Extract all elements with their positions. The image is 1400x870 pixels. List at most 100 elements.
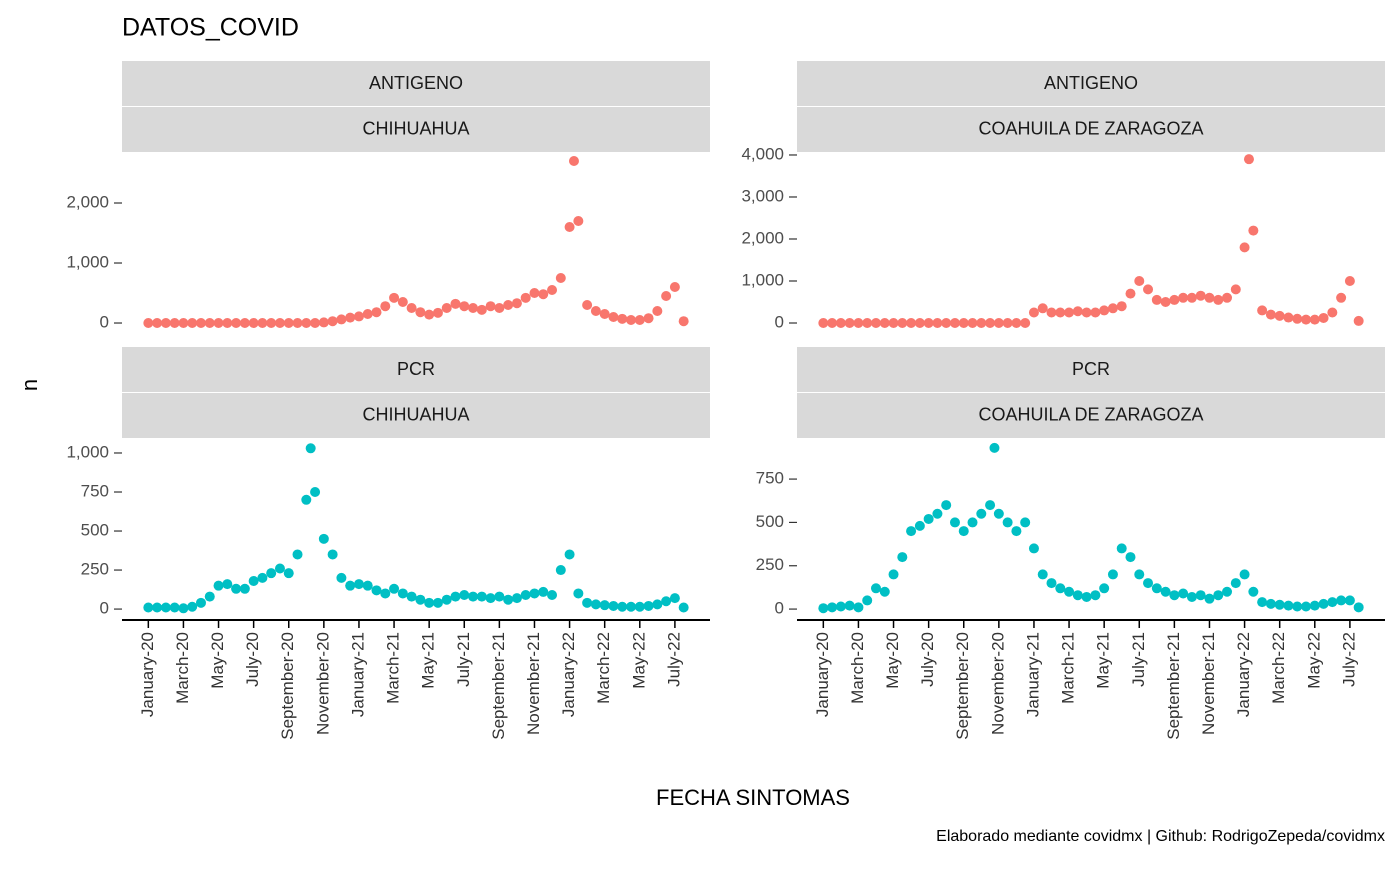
point: [1072, 590, 1083, 601]
point: [617, 313, 628, 324]
point: [1195, 290, 1206, 301]
point: [239, 583, 250, 594]
x-tick-label: July-21: [454, 632, 473, 687]
x-tick-label: July-22: [664, 632, 683, 687]
point: [1336, 292, 1347, 303]
point: [204, 591, 215, 602]
point: [634, 601, 645, 612]
point: [1274, 599, 1285, 610]
point: [459, 301, 470, 312]
point: [1160, 297, 1171, 308]
point: [870, 318, 881, 329]
point: [503, 300, 514, 311]
y-tick-label: 250: [756, 555, 784, 574]
point: [818, 318, 829, 329]
point: [494, 303, 505, 314]
point: [160, 318, 171, 329]
point: [1169, 294, 1180, 305]
point: [1243, 154, 1254, 165]
y-tick-label: 3,000: [741, 186, 784, 205]
point: [178, 603, 189, 614]
point: [1309, 600, 1320, 611]
point: [555, 273, 566, 284]
point: [327, 549, 338, 560]
point: [564, 222, 575, 233]
point: [292, 318, 303, 329]
point: [1072, 306, 1083, 317]
x-tick-label: January-20: [813, 632, 832, 717]
point: [1353, 315, 1364, 326]
point: [1204, 292, 1215, 303]
point: [169, 602, 180, 613]
point: [415, 594, 426, 605]
point: [187, 318, 198, 329]
point: [485, 593, 496, 604]
point: [1230, 284, 1241, 295]
point: [1125, 552, 1136, 563]
point: [958, 526, 969, 537]
point: [958, 318, 969, 329]
point: [853, 318, 864, 329]
point: [949, 517, 960, 528]
point: [397, 297, 408, 308]
point: [626, 601, 637, 612]
point: [985, 318, 996, 329]
point: [862, 595, 873, 606]
point: [432, 307, 443, 318]
point: [1318, 312, 1329, 323]
point: [643, 313, 654, 324]
point: [178, 318, 189, 329]
point: [1186, 292, 1197, 303]
point: [608, 600, 619, 611]
point: [362, 309, 373, 320]
point: [529, 288, 540, 299]
point: [897, 552, 908, 563]
point: [257, 572, 268, 583]
y-tick-label: 500: [81, 521, 109, 540]
point: [879, 586, 890, 597]
point: [1116, 543, 1127, 554]
point: [143, 602, 154, 613]
x-tick-label: May-20: [208, 632, 227, 689]
point: [1099, 305, 1110, 316]
point: [1081, 591, 1092, 602]
facet-strip: [122, 392, 710, 438]
chart-title: DATOS_COVID: [122, 14, 299, 42]
point: [1011, 318, 1022, 329]
point: [1178, 588, 1189, 599]
point: [1143, 284, 1154, 295]
y-tick-label: 0: [775, 599, 784, 618]
point: [257, 318, 268, 329]
facet-label: COAHUILA DE ZARAGOZA: [978, 404, 1203, 424]
y-axis-title: n: [17, 379, 42, 391]
point: [993, 508, 1004, 519]
point: [1265, 598, 1276, 609]
point: [195, 318, 206, 329]
point: [450, 298, 461, 309]
y-tick-label: 0: [100, 599, 109, 618]
point: [415, 307, 426, 318]
point: [380, 588, 391, 599]
point: [1151, 583, 1162, 594]
point: [652, 599, 663, 610]
point: [590, 306, 601, 317]
point: [582, 300, 593, 311]
point: [1230, 578, 1241, 589]
point: [371, 307, 382, 318]
point: [283, 568, 294, 579]
point: [1239, 242, 1250, 253]
point: [1046, 578, 1057, 589]
point: [1090, 590, 1101, 601]
point: [1344, 275, 1355, 286]
point: [1344, 595, 1355, 606]
x-tick-label: May-20: [883, 632, 902, 689]
point: [231, 583, 242, 594]
x-tick-label: March-22: [1269, 632, 1288, 704]
point: [1028, 307, 1039, 318]
point: [1178, 292, 1189, 303]
point: [661, 596, 672, 607]
point: [503, 594, 514, 605]
point: [266, 568, 277, 579]
point: [1204, 593, 1215, 604]
point: [1169, 590, 1180, 601]
